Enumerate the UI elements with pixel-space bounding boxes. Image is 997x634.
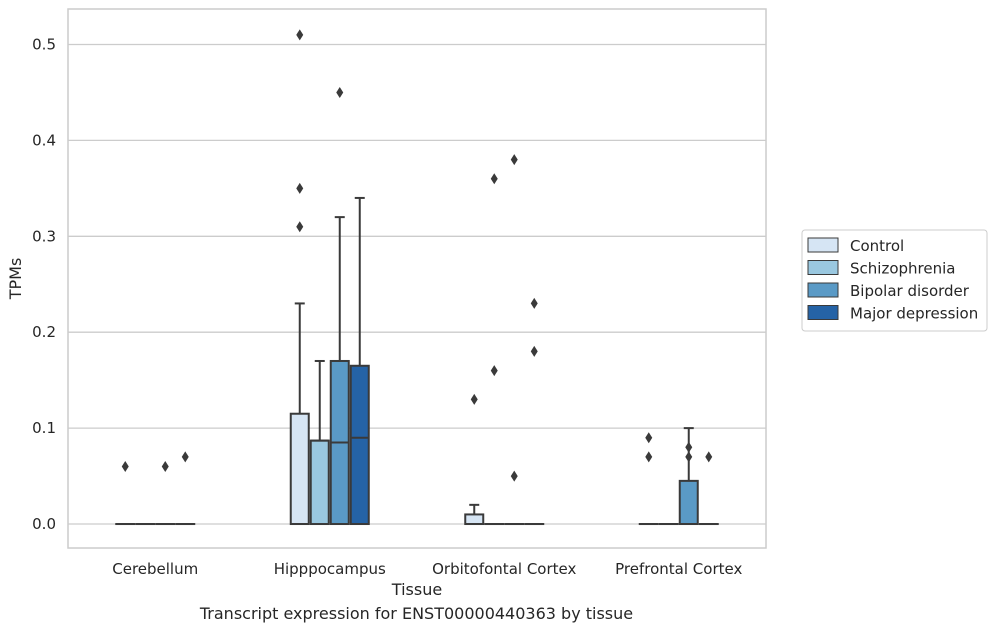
legend-label: Control xyxy=(850,237,904,255)
outlier-point xyxy=(490,365,498,377)
box-major-depression xyxy=(524,297,545,526)
legend-swatch xyxy=(807,260,839,275)
outlier-point xyxy=(181,451,189,463)
legend-swatch xyxy=(807,237,839,253)
x-tick-label: Prefrontal Cortex xyxy=(615,560,742,578)
box-schizophrenia xyxy=(309,359,330,526)
outlier-point xyxy=(121,460,129,472)
x-tick-label: Orbitofontal Cortex xyxy=(432,560,576,578)
outlier-point xyxy=(645,432,653,444)
legend-frame xyxy=(801,229,988,332)
y-tick-label: 0.3 xyxy=(32,227,56,245)
legend-label: Schizophrenia xyxy=(850,260,955,278)
legend-swatch xyxy=(807,282,839,298)
outlier-point xyxy=(685,451,693,463)
outlier-point xyxy=(530,345,538,357)
box-bipolar-disorder xyxy=(329,86,350,526)
x-tick-label: Cerebellum xyxy=(112,560,198,578)
box-body xyxy=(309,439,330,526)
box-body xyxy=(464,513,485,526)
y-tick-label: 0.1 xyxy=(32,419,56,437)
x-axis-ticks: Cerebellum Hipppocampus Orbitofontal Corte… xyxy=(112,560,742,578)
y-axis-ticks: 0.0 0.1 0.2 0.3 0.4 0.5 xyxy=(32,35,56,533)
outlier-point xyxy=(685,441,693,453)
outlier-point xyxy=(336,86,344,98)
plot-area-frame xyxy=(67,8,767,549)
box-body xyxy=(289,412,310,526)
box-control xyxy=(115,460,136,526)
outlier-point xyxy=(490,173,498,185)
box-body xyxy=(349,364,370,526)
outlier-point xyxy=(510,154,518,166)
figure-caption: Transcript expression for ENST0000044036… xyxy=(199,604,634,623)
y-tick-label: 0.5 xyxy=(32,35,56,53)
box-control xyxy=(464,393,485,526)
box-major-depression xyxy=(175,451,196,526)
gridlines xyxy=(68,43,766,525)
box-control xyxy=(289,29,310,526)
legend-swatch xyxy=(807,305,839,320)
box-bipolar-disorder xyxy=(504,154,525,526)
outlier-point xyxy=(161,460,169,472)
box-bipolar-disorder xyxy=(678,427,699,526)
outlier-point xyxy=(645,451,653,463)
outlier-point xyxy=(530,297,538,309)
outlier-point xyxy=(296,29,304,41)
outlier-point xyxy=(296,182,304,194)
y-axis-label: TPMs xyxy=(6,258,25,301)
y-tick-label: 0.2 xyxy=(32,323,56,341)
box-body xyxy=(678,479,699,526)
y-tick-label: 0.0 xyxy=(32,515,56,533)
legend: Control Schizophrenia Bipolar disorder Majo… xyxy=(801,229,988,332)
outlier-point xyxy=(705,451,713,463)
legend-label: Major depression xyxy=(850,305,978,323)
box-bipolar-disorder xyxy=(155,460,176,526)
legend-label: Bipolar disorder xyxy=(850,282,970,300)
x-tick-label: Hipppocampus xyxy=(274,560,386,578)
box-major-depression xyxy=(349,196,370,526)
box-major-depression xyxy=(698,451,719,526)
y-tick-label: 0.4 xyxy=(32,131,56,149)
x-axis-label: Tissue xyxy=(391,580,442,599)
outlier-point xyxy=(470,393,478,405)
box-control xyxy=(638,432,659,526)
outlier-point xyxy=(510,470,518,482)
box-layer xyxy=(115,29,719,526)
outlier-point xyxy=(296,221,304,233)
box-schizophrenia xyxy=(484,173,505,526)
